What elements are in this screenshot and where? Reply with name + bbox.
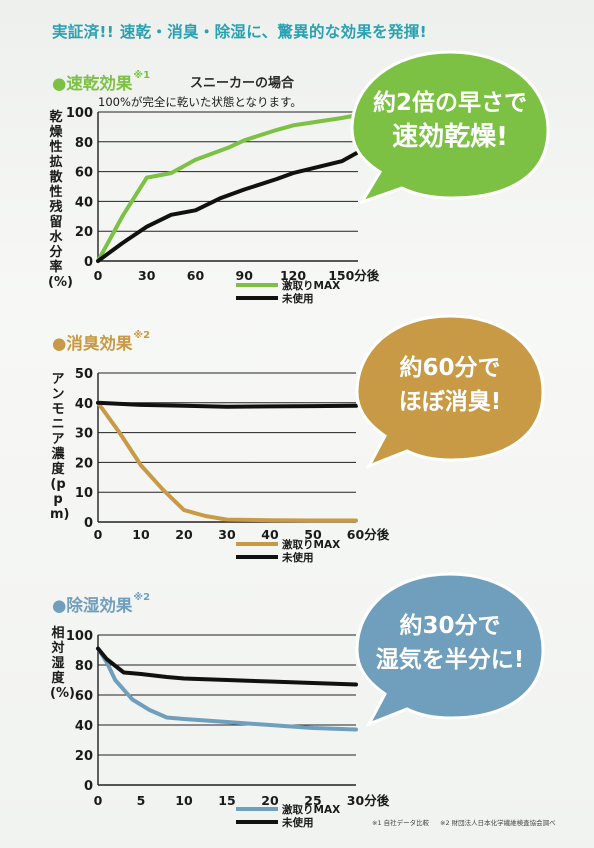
y-tick-label: 40 xyxy=(75,719,93,734)
x-tick-label: 60分後 xyxy=(347,527,390,542)
y-tick-label: 80 xyxy=(75,136,93,151)
section-subtitle: スニーカーの場合 xyxy=(190,76,295,91)
legend-label: 未使用 xyxy=(281,292,314,305)
y-tick-label: 20 xyxy=(75,225,93,240)
x-tick-label: 50 xyxy=(304,527,322,542)
section-title-text: ●速乾効果 xyxy=(52,74,133,93)
bubble-quickdry-text: 約2倍の早さで 速効乾燥! xyxy=(352,86,548,154)
x-tick-label: 0 xyxy=(94,793,103,808)
bubble-line: 速効乾燥! xyxy=(392,122,508,152)
x-tick-label: 150分後 xyxy=(328,268,380,283)
section-note: 100%が完全に乾いた状態となります。 xyxy=(98,95,302,109)
y-tick-label: 80 xyxy=(75,659,93,674)
y-tick-label: 100 xyxy=(66,106,93,121)
headline: 実証済!! 速乾・消臭・除湿に、驚異的な効果を発揮! xyxy=(52,23,427,41)
series-line-control xyxy=(96,646,358,687)
x-tick-label: 120 xyxy=(280,268,306,283)
y-tick-label: 40 xyxy=(75,397,93,412)
x-tick-label: 5 xyxy=(137,793,146,808)
y-tick-label: 10 xyxy=(75,486,93,501)
y-tick-label: 0 xyxy=(84,516,93,531)
bubble-line: 約2倍の早さで xyxy=(372,90,527,116)
y-tick-label: 0 xyxy=(84,779,93,794)
bubble-deodorize-text: 約60分で ほぼ消臭! xyxy=(357,351,543,419)
y-tick-label: 0 xyxy=(84,255,93,270)
section-title-quickdry: ●速乾効果※1 xyxy=(52,70,150,94)
x-tick-label: 30 xyxy=(138,268,156,283)
series-line-max xyxy=(96,113,360,263)
section-title-text: ●消臭効果 xyxy=(52,334,133,353)
x-tick-label: 30分後 xyxy=(347,793,390,808)
x-tick-label: 30 xyxy=(218,527,236,542)
y-tick-label: 30 xyxy=(75,427,93,442)
legend-label: 未使用 xyxy=(281,551,314,564)
legend-label: 未使用 xyxy=(281,816,314,829)
x-tick-label: 40 xyxy=(261,527,279,542)
bubble-line: 約60分で xyxy=(399,355,501,381)
bubble-dehumidify-text: 約30分で 湿気を半分に! xyxy=(357,609,543,677)
bubble-line: ほぼ消臭! xyxy=(398,389,502,415)
x-tick-label: 10 xyxy=(132,527,150,542)
bubble-dehumidify xyxy=(355,572,545,727)
footnote-ref: ※2 xyxy=(133,592,151,603)
y-tick-label: 20 xyxy=(75,456,93,471)
y-tick-label: 50 xyxy=(75,367,93,382)
section-title-dehumidify: ●除湿効果※2 xyxy=(52,592,150,616)
y-tick-label: 40 xyxy=(75,195,93,210)
y-tick-label: 60 xyxy=(75,166,93,181)
legend-label: 激取りMAX xyxy=(282,279,340,292)
legend-label: 激取りMAX xyxy=(282,538,340,551)
series-line-max xyxy=(96,400,358,523)
series-line-max xyxy=(96,646,358,732)
y-tick-label: 60 xyxy=(75,689,93,704)
y-axis-label: アンモニア濃度(ppm) xyxy=(50,372,70,522)
footnote-ref: ※1 xyxy=(133,70,151,81)
x-tick-label: 15 xyxy=(218,793,235,808)
footnote-1: ※1 自社データ比較 xyxy=(372,819,430,827)
x-tick-label: 20 xyxy=(261,793,279,808)
bubble-deodorize xyxy=(355,314,545,469)
x-tick-label: 10 xyxy=(175,793,193,808)
bubble-line: 湿気を半分に! xyxy=(375,647,525,673)
bubble-quickdry xyxy=(350,50,550,205)
series-line-control xyxy=(96,150,360,263)
x-tick-label: 0 xyxy=(94,268,103,283)
x-tick-label: 25 xyxy=(304,793,321,808)
series-line-control xyxy=(96,400,358,409)
legend-label: 激取りMAX xyxy=(282,803,340,816)
bubble-line: 約30分で xyxy=(399,613,501,639)
y-tick-label: 20 xyxy=(75,749,93,764)
x-tick-label: 20 xyxy=(175,527,193,542)
section-title-text: ●除湿効果 xyxy=(52,596,133,615)
section-title-deodorize: ●消臭効果※2 xyxy=(52,330,150,354)
x-tick-label: 90 xyxy=(236,268,254,283)
x-tick-label: 60 xyxy=(187,268,205,283)
footnote-2: ※2 財団法人日本化学繊維検査協会調べ xyxy=(440,819,556,827)
x-tick-label: 0 xyxy=(94,527,103,542)
y-tick-label: 100 xyxy=(66,629,93,644)
footnote-ref: ※2 xyxy=(133,330,151,341)
